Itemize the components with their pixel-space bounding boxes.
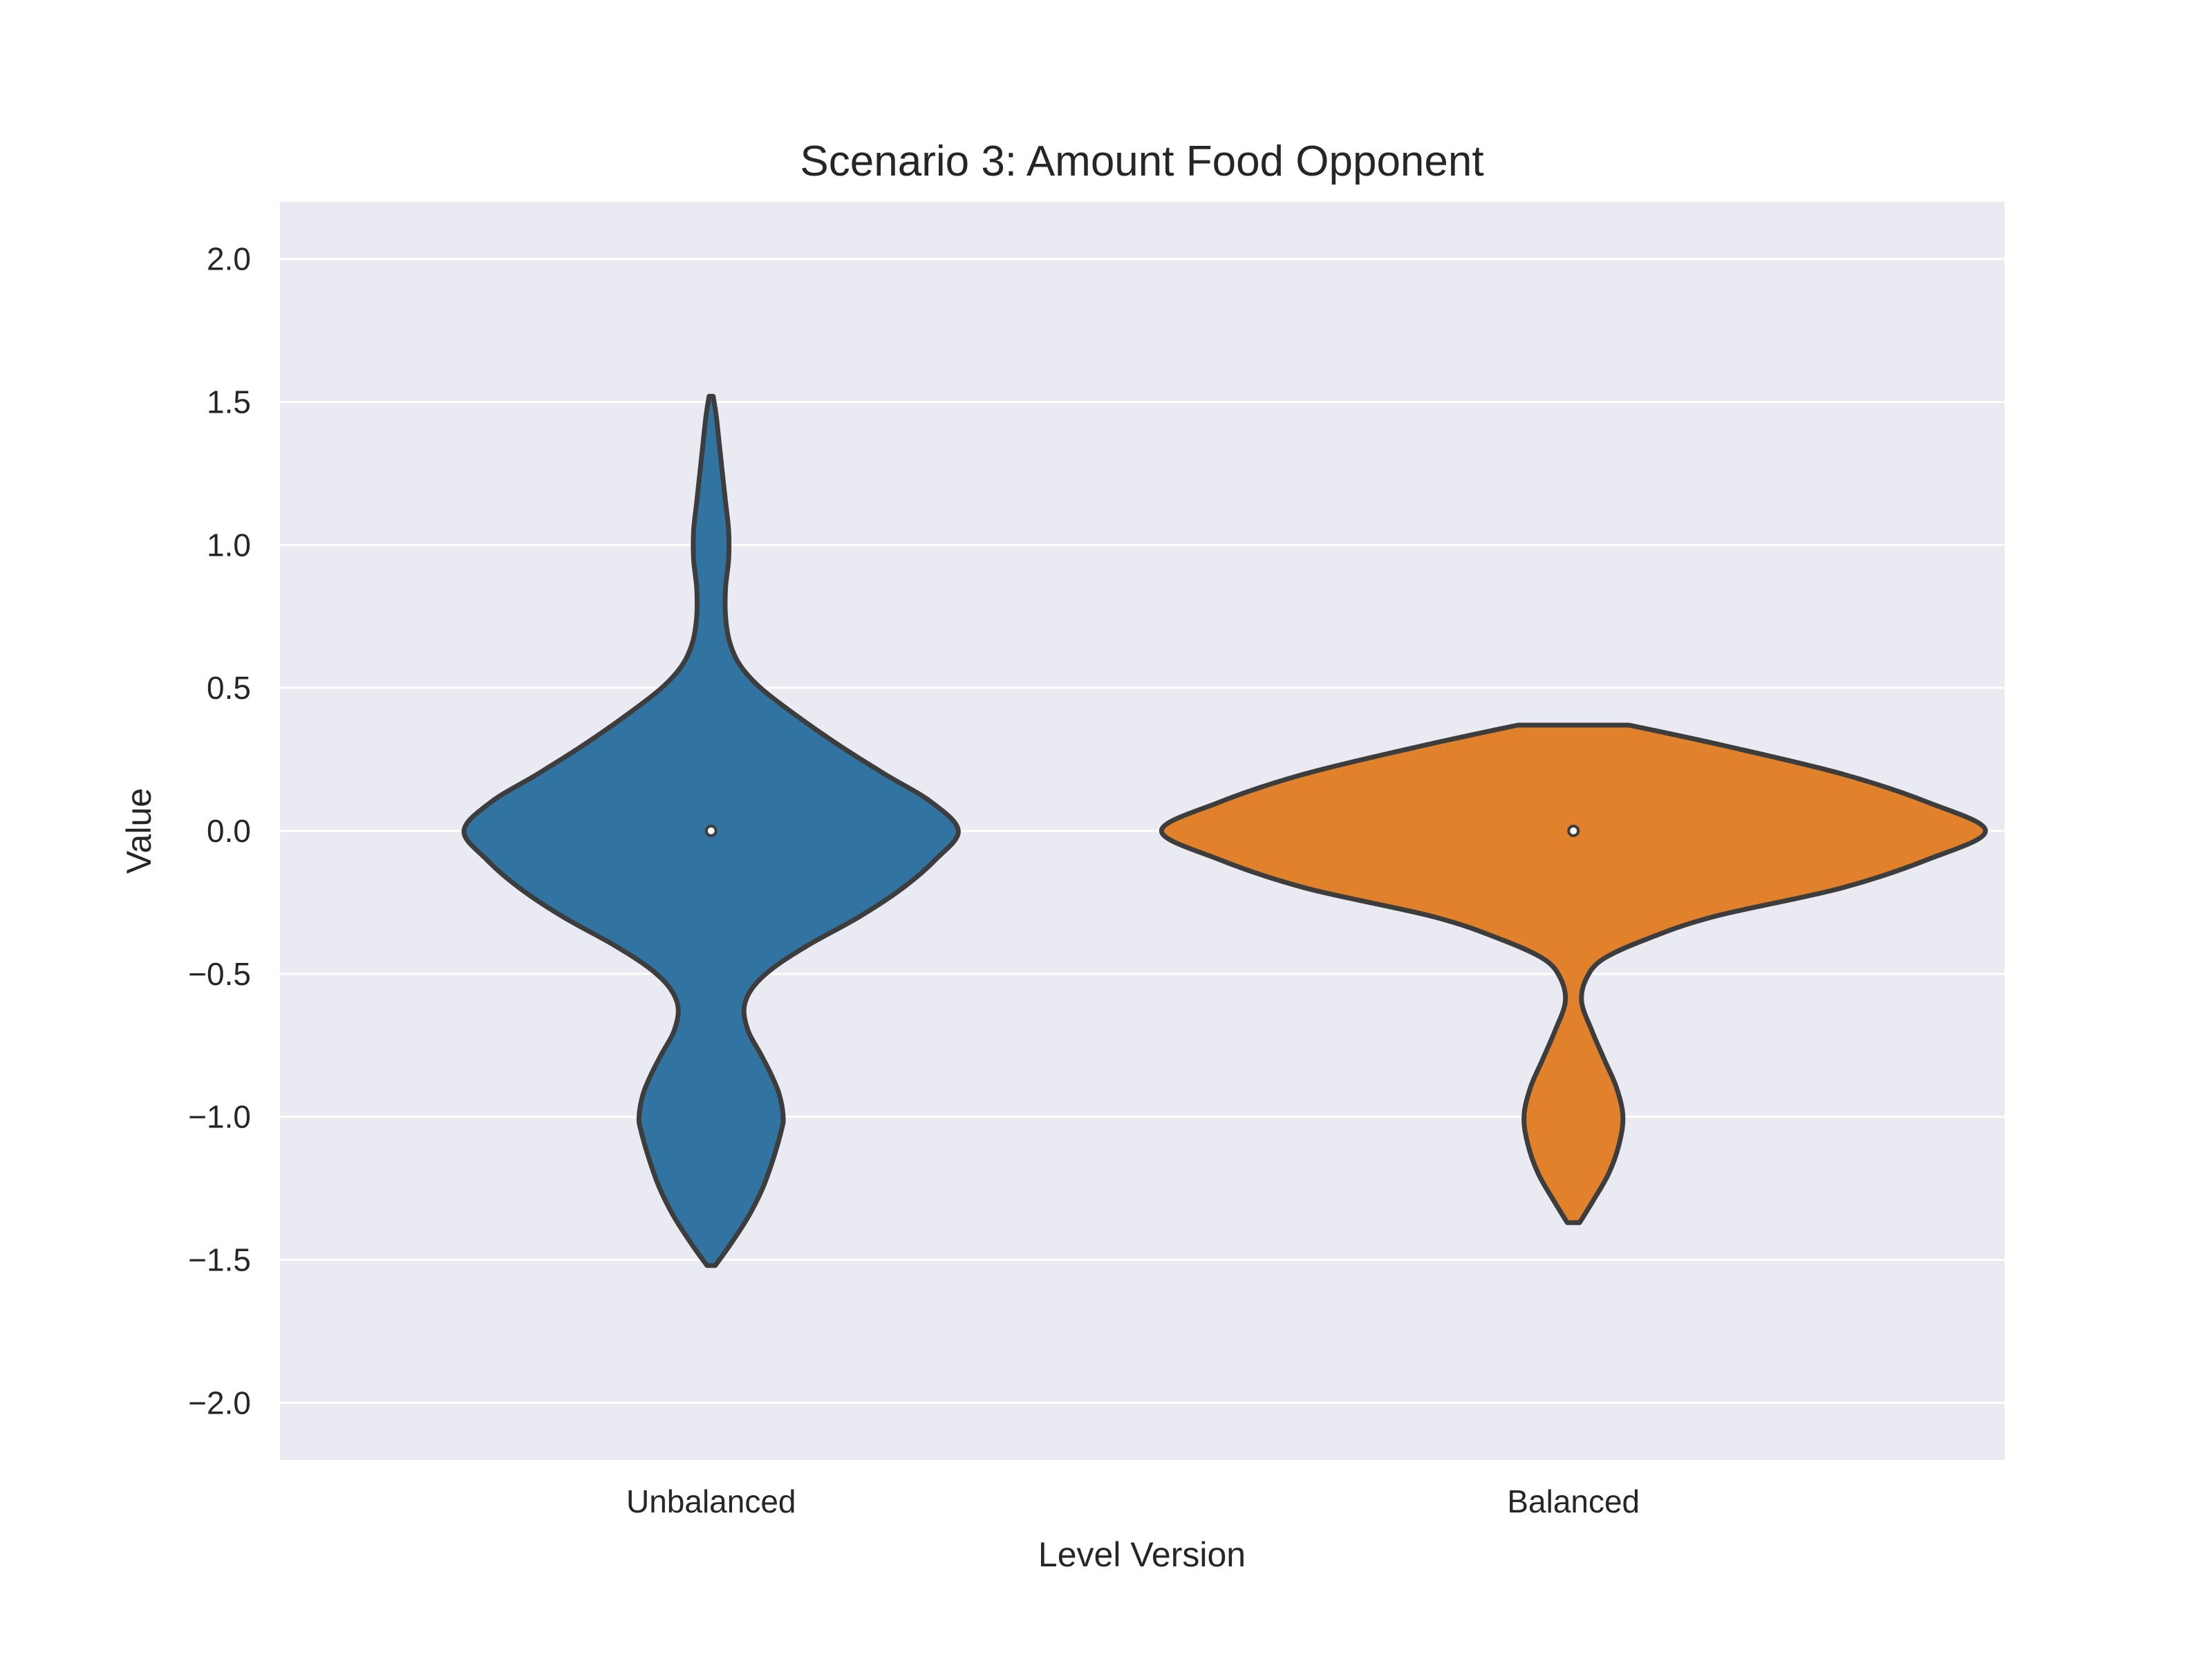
y-tick-label: −2.0 [188, 1385, 251, 1421]
y-tick-label: −0.5 [188, 956, 251, 992]
median-point-unbalanced [704, 825, 718, 837]
median-point-balanced [1567, 825, 1580, 837]
x-tick-labels: Unbalanced Balanced [626, 1483, 1640, 1519]
y-tick-label: 1.5 [207, 384, 251, 420]
chart-title: Scenario 3: Amount Food Opponent [800, 138, 1483, 185]
y-tick-labels: 2.0 1.5 1.0 0.5 0.0 −0.5 −1.0 −1.5 −2.0 [188, 241, 251, 1421]
y-tick-label: 0.0 [207, 813, 251, 849]
x-tick-label: Balanced [1507, 1483, 1640, 1519]
x-tick-label: Unbalanced [626, 1483, 796, 1519]
violins [461, 393, 1988, 1268]
y-tick-label: 2.0 [207, 241, 251, 277]
violin-balanced [1159, 722, 1988, 1226]
y-tick-label: −1.0 [188, 1099, 251, 1135]
y-tick-label: −1.5 [188, 1241, 251, 1277]
y-tick-label: 1.0 [207, 527, 251, 563]
x-axis-label: Level Version [1038, 1535, 1246, 1574]
y-tick-label: 0.5 [207, 670, 251, 706]
y-axis-label: Value [120, 788, 158, 874]
